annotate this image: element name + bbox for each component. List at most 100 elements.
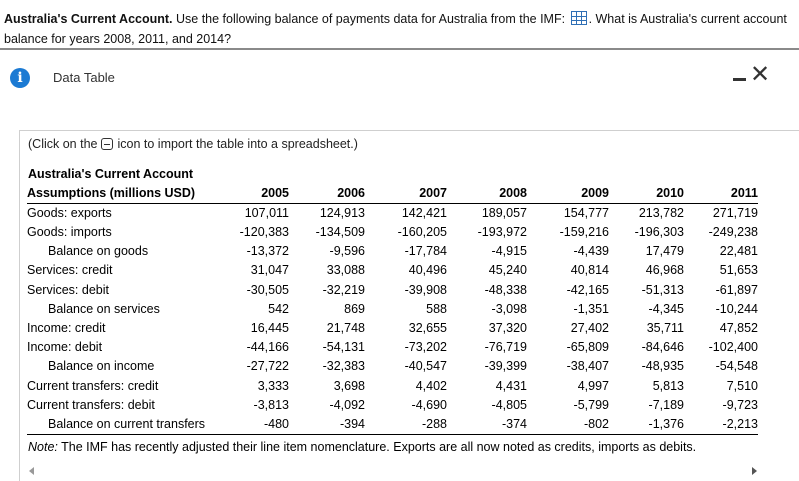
cell-value: 40,814 xyxy=(570,263,609,278)
row-label: Balance on goods xyxy=(48,244,149,259)
cell-value: 46,968 xyxy=(645,263,684,278)
cell-value: -480 xyxy=(263,416,289,431)
cell-value: -51,313 xyxy=(641,282,684,297)
cell-value: -802 xyxy=(583,416,609,431)
cell-value: -39,908 xyxy=(404,282,447,297)
cell-value: -48,338 xyxy=(484,282,527,297)
cell-value: -38,407 xyxy=(566,359,609,374)
cell-value: -10,244 xyxy=(715,301,758,316)
cell-value: 35,711 xyxy=(646,321,684,336)
import-hint: (Click on the icon to import the table in… xyxy=(28,137,358,151)
cell-value: -3,813 xyxy=(253,397,289,412)
cell-value: 124,913 xyxy=(319,206,365,220)
minimize-icon[interactable] xyxy=(733,78,746,81)
cell-value: -4,805 xyxy=(491,397,527,412)
scroll-right-arrow[interactable] xyxy=(752,467,757,475)
row-label: Income: credit xyxy=(27,321,106,336)
cell-value: 542 xyxy=(268,301,289,316)
cell-value: 16,445 xyxy=(250,321,289,336)
row-label: Balance on income xyxy=(48,359,155,374)
row-label: Goods: exports xyxy=(27,206,112,220)
dialog-title-bar: i Data Table ✕ xyxy=(0,50,799,108)
cell-value: -32,383 xyxy=(322,359,365,374)
hint-before: (Click on the xyxy=(28,137,98,151)
question-text: Australia's Current Account. Use the fol… xyxy=(4,9,794,49)
hint-after: icon to import the table into a spreadsh… xyxy=(117,137,358,151)
question-part-2: . What is Australia's current account ba… xyxy=(4,12,787,46)
scroll-left-arrow[interactable] xyxy=(29,467,34,475)
cell-value: 31,047 xyxy=(250,263,289,278)
cell-value: -249,238 xyxy=(708,225,758,240)
cell-value: -4,915 xyxy=(491,244,527,259)
cell-value: 4,402 xyxy=(415,378,447,393)
cell-value: -394 xyxy=(339,416,365,431)
cell-value: -120,383 xyxy=(239,225,289,240)
table-row: Goods: imports -120,383 -134,509 -160,205 -1… xyxy=(27,223,758,242)
cell-value: -40,547 xyxy=(404,359,447,374)
year-header: 2010 xyxy=(656,186,684,200)
cell-value: 5,813 xyxy=(652,378,684,393)
table-header-row: Assumptions (millions USD) 2005 2006 2007 2… xyxy=(27,184,758,204)
cell-value: -1,376 xyxy=(648,416,684,431)
cell-value: 213,782 xyxy=(638,206,684,220)
cell-value: -288 xyxy=(421,416,447,431)
cell-value: 45,240 xyxy=(488,263,527,278)
cell-value: 3,333 xyxy=(257,378,289,393)
cell-value: 17,479 xyxy=(645,244,684,259)
table-row: Services: debit -30,505 -32,219 -39,908 -48,… xyxy=(27,281,758,300)
cell-value: -196,303 xyxy=(634,225,684,240)
cell-value: -54,548 xyxy=(715,359,758,374)
data-table-icon[interactable] xyxy=(570,11,587,25)
cell-value: -4,092 xyxy=(329,397,365,412)
cell-value: -9,723 xyxy=(722,397,758,412)
cell-value: -76,719 xyxy=(484,340,527,355)
cell-value: 3,698 xyxy=(333,378,365,393)
cell-value: -4,345 xyxy=(648,301,684,316)
cell-value: -193,972 xyxy=(477,225,527,240)
note-text: The IMF has recently adjusted their line… xyxy=(57,440,697,454)
cell-value: -73,202 xyxy=(404,340,447,355)
cell-value: -32,219 xyxy=(322,282,365,297)
cell-value: -4,439 xyxy=(573,244,609,259)
cell-value: 33,088 xyxy=(326,263,365,278)
table-row: Income: credit 16,445 21,748 32,655 37,320 27… xyxy=(27,319,758,338)
cell-value: 40,496 xyxy=(408,263,447,278)
close-icon[interactable]: ✕ xyxy=(750,60,771,88)
cell-value: 189,057 xyxy=(481,206,527,220)
cell-value: 107,011 xyxy=(244,206,289,220)
dialog-content-frame xyxy=(19,130,799,481)
table-row: Balance on services 542 869 588 -3,098 -1,351… xyxy=(27,300,758,319)
cell-value: -17,784 xyxy=(404,244,447,259)
year-header: 2007 xyxy=(419,186,447,200)
cell-value: -374 xyxy=(501,416,527,431)
cell-value: -61,897 xyxy=(715,282,758,297)
row-label: Current transfers: debit xyxy=(27,397,155,412)
table-row: Income: debit -44,166 -54,131 -73,202 -76,71… xyxy=(27,338,758,357)
table-row: Current transfers: debit -3,813 -4,092 -4,6… xyxy=(27,396,758,415)
table-row: Balance on current transfers -480 -394 -288… xyxy=(27,415,758,435)
cell-value: 32,655 xyxy=(408,321,447,336)
import-spreadsheet-icon[interactable] xyxy=(101,138,114,150)
table-row: Services: credit 31,047 33,088 40,496 45,240… xyxy=(27,261,758,280)
row-label: Services: credit xyxy=(27,263,113,278)
cell-value: -7,189 xyxy=(648,397,684,412)
cell-value: -13,372 xyxy=(246,244,289,259)
cell-value: -5,799 xyxy=(573,397,609,412)
table-row: Goods: exports 107,011 124,913 142,421 189,0… xyxy=(27,204,758,224)
cell-value: 37,320 xyxy=(488,321,527,336)
current-account-table: Assumptions (millions USD) 2005 2006 2007 2… xyxy=(27,184,758,435)
cell-value: -1,351 xyxy=(573,301,609,316)
cell-value: -3,098 xyxy=(491,301,527,316)
year-header: 2008 xyxy=(499,186,527,200)
year-header: 2011 xyxy=(730,186,758,200)
row-header: Assumptions (millions USD) xyxy=(27,186,196,200)
cell-value: 7,510 xyxy=(726,378,758,393)
question-lead: Australia's Current Account. xyxy=(4,12,173,26)
row-label: Goods: imports xyxy=(27,225,112,240)
row-label: Services: debit xyxy=(27,282,109,297)
question-part-1: Use the following balance of payments da… xyxy=(172,12,566,26)
table-note: Note: The IMF has recently adjusted thei… xyxy=(28,440,696,454)
row-label: Balance on services xyxy=(48,301,160,316)
table-row: Balance on goods -13,372 -9,596 -17,784 -4,9… xyxy=(27,242,758,261)
cell-value: -39,399 xyxy=(484,359,527,374)
